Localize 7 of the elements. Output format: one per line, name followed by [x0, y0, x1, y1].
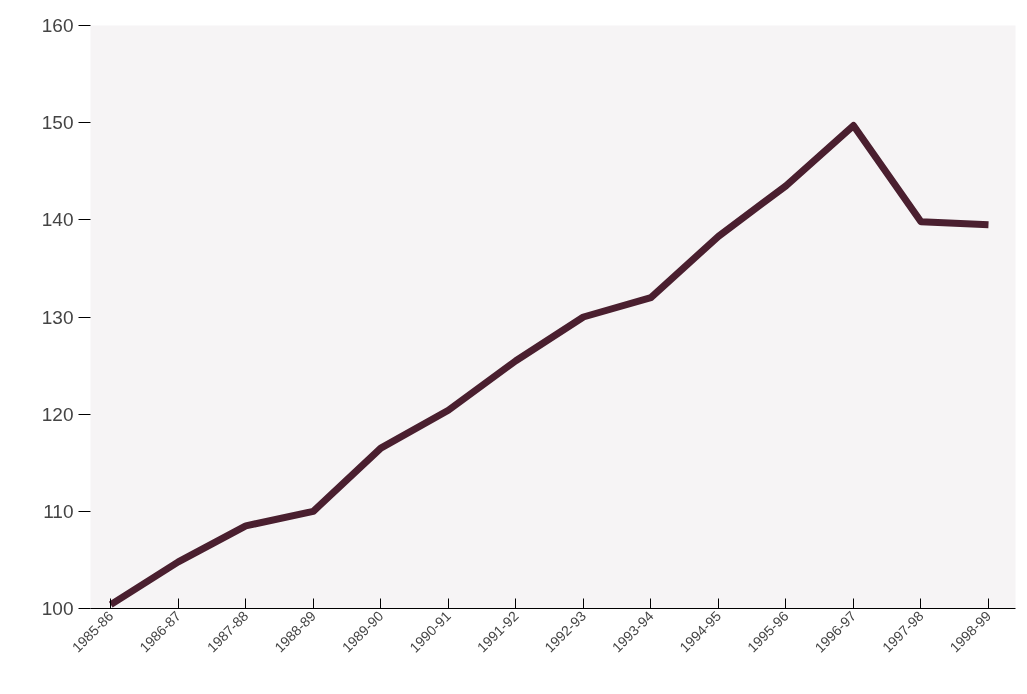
y-tick-label: 150: [41, 112, 74, 134]
y-tick-label: 100: [41, 598, 74, 619]
y-tick-label: 160: [41, 15, 74, 36]
y-tick-label: 110: [43, 500, 74, 522]
y-tick-label: 140: [41, 209, 74, 231]
y-tick-label: 120: [41, 403, 74, 425]
y-tick-label: 130: [41, 306, 74, 328]
